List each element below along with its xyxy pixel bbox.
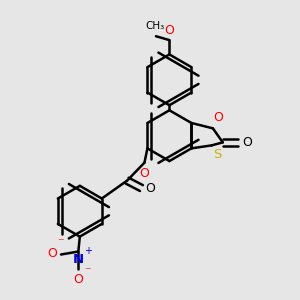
- Text: O: O: [242, 136, 252, 149]
- Text: N: N: [73, 253, 84, 266]
- Text: ⁻: ⁻: [57, 236, 64, 249]
- Text: O: O: [214, 111, 224, 124]
- Text: S: S: [214, 148, 222, 161]
- Text: ⁻: ⁻: [84, 265, 90, 278]
- Text: +: +: [84, 246, 92, 256]
- Text: O: O: [47, 248, 57, 260]
- Text: CH₃: CH₃: [145, 21, 164, 31]
- Text: O: O: [140, 167, 149, 180]
- Text: O: O: [146, 182, 155, 195]
- Text: O: O: [164, 23, 174, 37]
- Text: O: O: [74, 273, 83, 286]
